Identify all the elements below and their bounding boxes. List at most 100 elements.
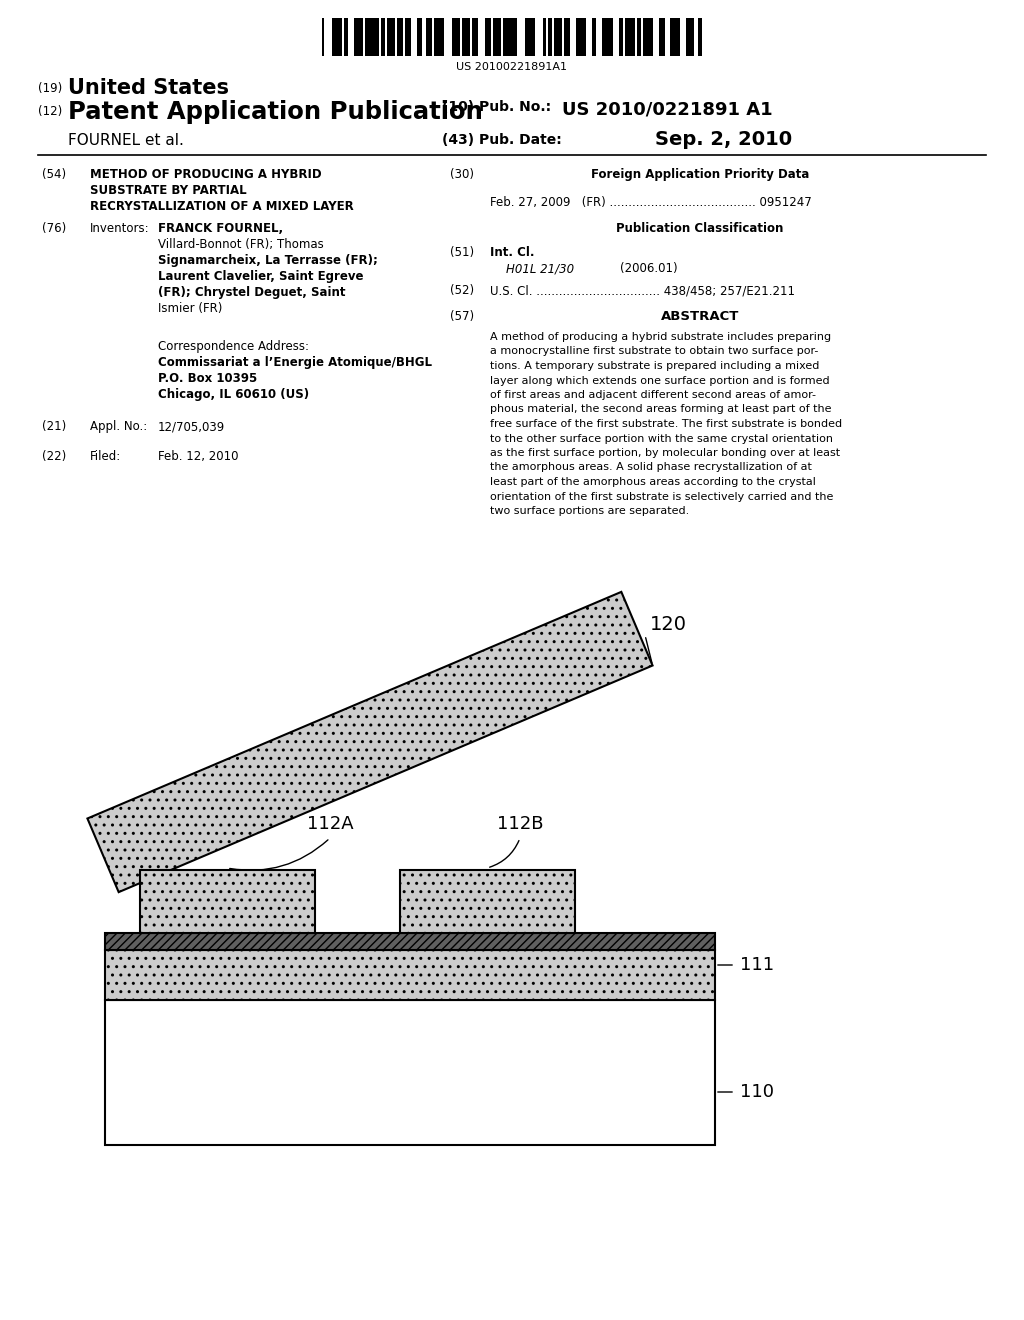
Text: (57): (57)	[450, 310, 474, 323]
Bar	[549, 18, 550, 55]
Bar	[338, 18, 342, 55]
Bar	[391, 18, 395, 55]
Text: Appl. No.:: Appl. No.:	[90, 420, 147, 433]
Text: US 20100221891A1: US 20100221891A1	[457, 62, 567, 73]
Text: (22): (22)	[42, 450, 67, 463]
Text: RECRYSTALLIZATION OF A MIXED LAYER: RECRYSTALLIZATION OF A MIXED LAYER	[90, 201, 353, 213]
Text: FOURNEL et al.: FOURNEL et al.	[68, 133, 184, 148]
Text: FRANCK FOURNEL,: FRANCK FOURNEL,	[158, 222, 283, 235]
Text: United States: United States	[68, 78, 229, 98]
Text: (43) Pub. Date:: (43) Pub. Date:	[442, 133, 562, 147]
Bar	[346, 18, 347, 55]
Bar	[366, 18, 373, 55]
Bar	[564, 18, 568, 55]
Bar	[434, 18, 436, 55]
Text: H01L 21/30: H01L 21/30	[506, 261, 574, 275]
Text: least part of the amorphous areas according to the crystal: least part of the amorphous areas accord…	[490, 477, 816, 487]
Bar	[383, 18, 385, 55]
Bar	[620, 18, 622, 55]
Text: Villard-Bonnot (FR); Thomas: Villard-Bonnot (FR); Thomas	[158, 238, 324, 251]
Text: Commissariat a l’Energie Atomique/BHGL: Commissariat a l’Energie Atomique/BHGL	[158, 356, 432, 370]
Text: of first areas and adjacent different second areas of amor-: of first areas and adjacent different se…	[490, 389, 816, 400]
Text: SUBSTRATE BY PARTIAL: SUBSTRATE BY PARTIAL	[90, 183, 247, 197]
Bar	[494, 18, 498, 55]
Bar	[322, 18, 324, 55]
Bar	[686, 18, 690, 55]
Bar	[637, 18, 639, 55]
Text: (10) Pub. No.:: (10) Pub. No.:	[442, 100, 556, 114]
Text: (30): (30)	[450, 168, 474, 181]
Bar	[105, 1001, 715, 1144]
Bar	[524, 18, 530, 55]
Bar	[472, 18, 475, 55]
Bar	[397, 18, 400, 55]
Text: (12): (12)	[38, 106, 62, 117]
Bar	[462, 18, 466, 55]
Bar	[503, 18, 511, 55]
Bar	[407, 18, 411, 55]
Text: (76): (76)	[42, 222, 67, 235]
Text: ABSTRACT: ABSTRACT	[660, 310, 739, 323]
Bar	[381, 18, 383, 55]
Polygon shape	[87, 591, 652, 892]
Text: 112B: 112B	[497, 814, 544, 833]
Bar	[428, 18, 432, 55]
Bar	[498, 18, 501, 55]
Text: Signamarcheix, La Terrasse (FR);: Signamarcheix, La Terrasse (FR);	[158, 253, 378, 267]
Bar	[475, 18, 477, 55]
Text: METHOD OF PRODUCING A HYBRID: METHOD OF PRODUCING A HYBRID	[90, 168, 322, 181]
Bar	[698, 18, 700, 55]
Text: Feb. 27, 2009   (FR) ....................................... 0951247: Feb. 27, 2009 (FR) .....................…	[490, 195, 812, 209]
Bar	[550, 18, 552, 55]
Bar	[554, 18, 560, 55]
Text: (51): (51)	[450, 246, 474, 259]
Bar	[400, 18, 402, 55]
Bar	[404, 18, 407, 55]
Text: (2006.01): (2006.01)	[620, 261, 678, 275]
Text: Ismier (FR): Ismier (FR)	[158, 302, 222, 315]
Bar	[568, 18, 570, 55]
Bar	[649, 18, 652, 55]
Text: 111: 111	[740, 956, 774, 974]
Bar	[419, 18, 423, 55]
Bar	[626, 18, 631, 55]
Bar	[530, 18, 535, 55]
Text: Feb. 12, 2010: Feb. 12, 2010	[158, 450, 239, 463]
Bar	[332, 18, 338, 55]
Bar	[601, 18, 607, 55]
Text: Publication Classification: Publication Classification	[616, 222, 783, 235]
Text: free surface of the first substrate. The first substrate is bonded: free surface of the first substrate. The…	[490, 418, 842, 429]
Text: (21): (21)	[42, 420, 67, 433]
Bar	[487, 18, 492, 55]
Text: (19): (19)	[38, 82, 62, 95]
Bar	[690, 18, 694, 55]
Text: the amorphous areas. A solid phase recrystallization of at: the amorphous areas. A solid phase recry…	[490, 462, 812, 473]
Bar	[387, 18, 391, 55]
Bar	[658, 18, 663, 55]
Bar	[373, 18, 379, 55]
Bar	[578, 18, 586, 55]
Bar	[105, 933, 715, 950]
Bar	[631, 18, 635, 55]
Text: Correspondence Address:: Correspondence Address:	[158, 341, 309, 352]
Bar	[663, 18, 665, 55]
Text: (52): (52)	[450, 284, 474, 297]
Bar	[622, 18, 624, 55]
Bar	[594, 18, 596, 55]
Bar	[140, 870, 315, 933]
Text: two surface portions are separated.: two surface portions are separated.	[490, 506, 689, 516]
Text: a monocrystalline first substrate to obtain two surface por-: a monocrystalline first substrate to obt…	[490, 346, 818, 356]
Bar	[545, 18, 547, 55]
Text: 110: 110	[740, 1082, 774, 1101]
Text: Inventors:: Inventors:	[90, 222, 150, 235]
Bar	[485, 18, 487, 55]
Bar	[105, 950, 715, 1001]
Text: Foreign Application Priority Data: Foreign Application Priority Data	[591, 168, 809, 181]
Bar	[436, 18, 444, 55]
Bar	[452, 18, 458, 55]
Bar	[400, 870, 575, 933]
Bar	[344, 18, 346, 55]
Bar	[592, 18, 594, 55]
Text: Filed:: Filed:	[90, 450, 121, 463]
Text: orientation of the first substrate is selectively carried and the: orientation of the first substrate is se…	[490, 491, 834, 502]
